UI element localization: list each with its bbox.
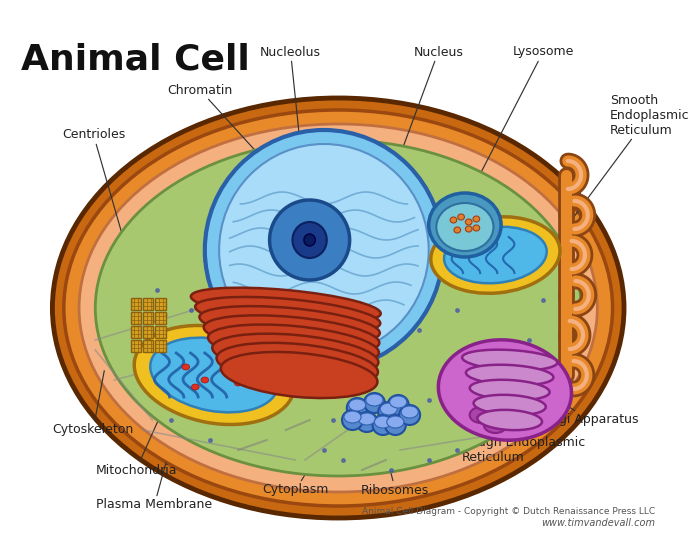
Text: Cytoskeleton: Cytoskeleton <box>52 371 134 436</box>
Ellipse shape <box>466 364 554 385</box>
Ellipse shape <box>438 340 571 440</box>
Text: Nucleolus: Nucleolus <box>260 45 321 232</box>
Ellipse shape <box>95 140 581 476</box>
Ellipse shape <box>349 399 366 411</box>
Ellipse shape <box>208 325 379 366</box>
Ellipse shape <box>234 380 242 386</box>
Ellipse shape <box>380 403 398 415</box>
Text: Rough Endoplasmic
Reticulum: Rough Endoplasmic Reticulum <box>374 361 585 464</box>
Ellipse shape <box>470 407 493 423</box>
Text: www.timvandevall.com: www.timvandevall.com <box>541 518 655 528</box>
Ellipse shape <box>199 306 380 344</box>
Bar <box>130 326 141 338</box>
Ellipse shape <box>64 110 613 506</box>
Ellipse shape <box>192 384 199 390</box>
Bar <box>143 312 153 324</box>
Ellipse shape <box>150 338 279 413</box>
Ellipse shape <box>390 396 407 408</box>
Ellipse shape <box>428 193 501 257</box>
Bar <box>155 312 166 324</box>
Ellipse shape <box>473 216 480 222</box>
Ellipse shape <box>450 217 457 223</box>
Bar <box>155 298 166 310</box>
Text: Smooth
Endoplasmic
Reticulum: Smooth Endoplasmic Reticulum <box>573 93 690 218</box>
Bar <box>155 326 166 338</box>
Ellipse shape <box>477 410 542 430</box>
Ellipse shape <box>356 412 377 432</box>
Ellipse shape <box>364 393 385 413</box>
Text: Plasma Membrane: Plasma Membrane <box>97 463 212 511</box>
Ellipse shape <box>484 417 507 433</box>
Bar <box>130 340 141 352</box>
Text: Nucleus: Nucleus <box>401 45 463 152</box>
Ellipse shape <box>374 416 391 428</box>
Ellipse shape <box>436 203 494 251</box>
Bar <box>130 312 141 324</box>
Ellipse shape <box>134 326 295 424</box>
Ellipse shape <box>216 343 378 387</box>
Ellipse shape <box>195 297 380 333</box>
Bar <box>130 298 141 310</box>
Ellipse shape <box>304 234 315 246</box>
Bar <box>143 326 153 338</box>
Ellipse shape <box>387 416 404 428</box>
Text: Lysosome: Lysosome <box>468 45 574 198</box>
Ellipse shape <box>494 412 517 428</box>
Text: Centrioles: Centrioles <box>62 129 140 298</box>
Ellipse shape <box>385 415 406 435</box>
Bar <box>143 340 153 352</box>
Ellipse shape <box>220 362 228 368</box>
Ellipse shape <box>470 380 550 400</box>
Bar <box>143 298 153 310</box>
Ellipse shape <box>378 402 399 422</box>
Ellipse shape <box>219 144 428 356</box>
Ellipse shape <box>462 350 557 370</box>
Ellipse shape <box>512 404 536 420</box>
Ellipse shape <box>388 395 409 415</box>
Ellipse shape <box>201 377 209 383</box>
Ellipse shape <box>473 395 546 415</box>
Text: Ribosomes: Ribosomes <box>361 438 430 496</box>
Ellipse shape <box>342 410 363 430</box>
Text: Animal Cell: Animal Cell <box>21 42 250 76</box>
Bar <box>155 340 166 352</box>
Ellipse shape <box>372 415 393 435</box>
Ellipse shape <box>220 352 377 398</box>
Ellipse shape <box>358 413 375 425</box>
Ellipse shape <box>466 219 472 225</box>
Ellipse shape <box>212 334 379 376</box>
Ellipse shape <box>293 222 327 258</box>
Text: Cytoplasm: Cytoplasm <box>262 462 328 496</box>
Text: Chromatin: Chromatin <box>167 84 303 203</box>
Text: Golgi Apparatus: Golgi Apparatus <box>517 372 639 427</box>
Ellipse shape <box>444 227 547 284</box>
Text: Mitochondria: Mitochondria <box>95 382 177 476</box>
Ellipse shape <box>346 398 368 418</box>
Ellipse shape <box>270 200 349 280</box>
Ellipse shape <box>79 124 597 492</box>
Ellipse shape <box>430 217 560 293</box>
Ellipse shape <box>401 406 418 418</box>
Ellipse shape <box>344 411 361 423</box>
Ellipse shape <box>454 227 461 233</box>
Ellipse shape <box>399 405 420 425</box>
Ellipse shape <box>458 214 464 220</box>
Ellipse shape <box>205 130 443 370</box>
Ellipse shape <box>466 226 472 232</box>
Ellipse shape <box>52 98 624 518</box>
Ellipse shape <box>366 394 383 406</box>
Ellipse shape <box>473 225 480 231</box>
Ellipse shape <box>191 288 381 322</box>
Text: Animal Cell Diagram - Copyright © Dutch Renaissance Press LLC: Animal Cell Diagram - Copyright © Dutch … <box>363 507 655 516</box>
Ellipse shape <box>204 315 379 355</box>
Ellipse shape <box>182 364 190 370</box>
